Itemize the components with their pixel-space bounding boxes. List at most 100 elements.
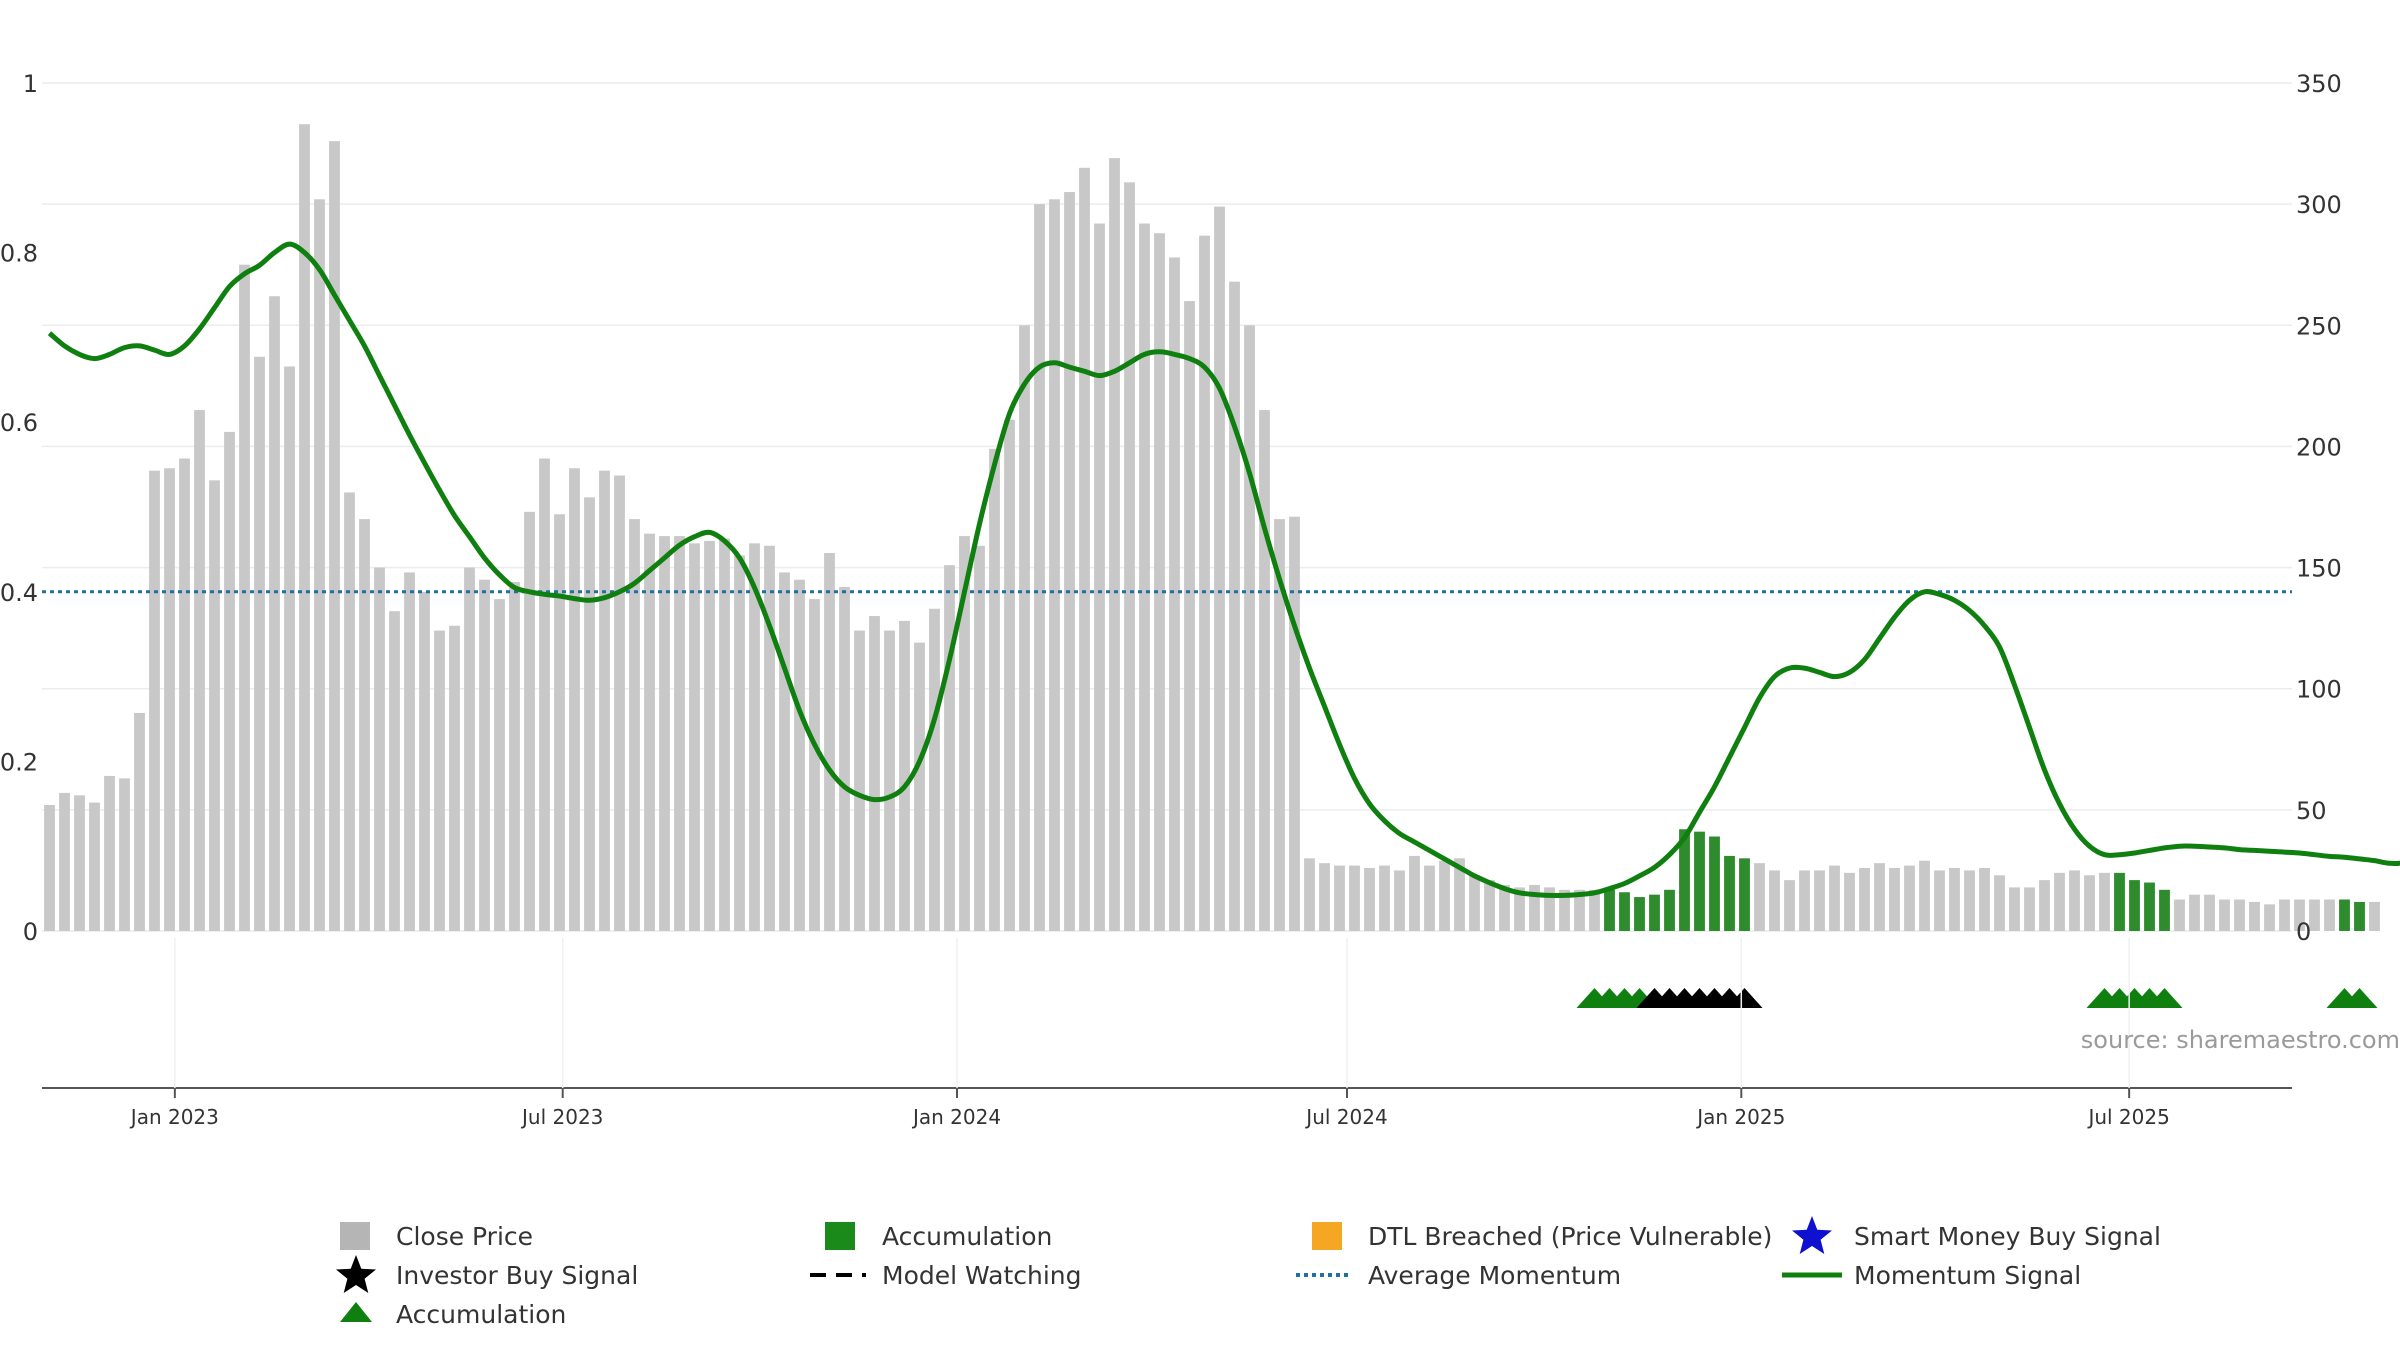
- close-price-bar: [1214, 207, 1225, 931]
- accumulation-bar: [2159, 890, 2170, 931]
- right-axis-tick-label: 300: [2296, 191, 2342, 219]
- close-price-bar: [839, 587, 850, 931]
- close-price-bar: [89, 803, 100, 931]
- accumulation-bar: [1634, 897, 1645, 931]
- close-price-bar: [719, 538, 730, 931]
- right-axis-tick-label: 50: [2296, 797, 2327, 825]
- close-price-bar: [419, 592, 430, 931]
- close-price-bar: [164, 468, 175, 931]
- left-axis-tick-label: 0.6: [0, 409, 38, 437]
- accumulation-bar: [1604, 890, 1615, 931]
- close-price-bar: [944, 565, 955, 931]
- close-price-bar: [1889, 868, 1900, 931]
- close-price-bar: [1769, 870, 1780, 931]
- legend-momentum-signal: Momentum Signal: [1854, 1261, 2081, 1290]
- close-price-bar: [2249, 902, 2260, 931]
- close-price-bar: [2264, 904, 2275, 931]
- right-axis-tick-label: 100: [2296, 676, 2342, 704]
- accumulation-bar: [2114, 873, 2125, 931]
- close-price-bar: [224, 432, 235, 931]
- close-price-bar: [209, 480, 220, 931]
- left-axis-tick-label: 0: [23, 918, 38, 946]
- close-price-bar: [1859, 868, 1870, 931]
- close-price-bar: [194, 410, 205, 931]
- close-price-bar: [899, 621, 910, 931]
- close-price-bar: [2174, 900, 2185, 931]
- close-price-bar: [1259, 410, 1270, 931]
- close-price-bar: [479, 580, 490, 931]
- close-price-bar: [59, 793, 70, 931]
- close-price-bar: [1949, 868, 1960, 931]
- accumulation-bar: [1619, 892, 1630, 931]
- close-price-bar: [1184, 301, 1195, 931]
- close-price-bar: [449, 626, 460, 931]
- x-axis-tick-label: Jan 2024: [911, 1105, 1001, 1129]
- close-price-bar: [254, 357, 265, 931]
- x-axis-tick-label: Jul 2025: [2086, 1105, 2169, 1129]
- close-price-bar: [884, 631, 895, 931]
- close-price-bar: [134, 713, 145, 931]
- close-price-bar: [989, 449, 1000, 931]
- close-price-bar: [1124, 182, 1135, 931]
- close-price-bar: [1109, 158, 1120, 931]
- close-price-bar: [659, 536, 670, 931]
- accumulation-bar: [2339, 900, 2350, 931]
- close-price-bar: [1094, 224, 1105, 931]
- close-price-bar: [824, 553, 835, 931]
- close-price-bar: [1229, 282, 1240, 931]
- accumulation-swatch: [825, 1222, 855, 1250]
- close-price-bar: [179, 459, 190, 931]
- close-price-bar: [869, 616, 880, 931]
- accumulation-bar: [1649, 895, 1660, 931]
- close-price-bar: [734, 555, 745, 931]
- close-price-bar: [1844, 873, 1855, 931]
- legend-smart-money: Smart Money Buy Signal: [1854, 1222, 2161, 1251]
- close-price-swatch: [340, 1222, 370, 1250]
- close-price-bar: [794, 580, 805, 931]
- close-price-bar: [1829, 866, 1840, 931]
- close-price-bar: [314, 199, 325, 931]
- right-axis-tick-label: 250: [2296, 312, 2342, 340]
- close-price-bar: [569, 468, 580, 931]
- close-price-bar: [689, 543, 700, 931]
- close-price-bar: [1439, 861, 1450, 931]
- close-price-bar: [704, 541, 715, 931]
- close-price-bar: [1469, 875, 1480, 931]
- legend-accumulation-marker: Accumulation: [396, 1300, 566, 1329]
- close-price-bar: [1139, 224, 1150, 931]
- close-price-bar: [674, 536, 685, 931]
- close-price-bar: [1964, 870, 1975, 931]
- accumulation-bar: [2129, 880, 2140, 931]
- close-price-bar: [1349, 866, 1360, 931]
- accumulation-bar: [2354, 902, 2365, 931]
- close-price-bar: [1784, 880, 1795, 931]
- close-price-bar: [1394, 870, 1405, 931]
- x-axis-tick-label: Jul 2023: [520, 1105, 603, 1129]
- close-price-bar: [1484, 880, 1495, 931]
- close-price-bar: [344, 492, 355, 931]
- legend-model-watching: Model Watching: [882, 1261, 1082, 1290]
- close-price-bar: [2084, 875, 2095, 931]
- close-price-bar: [2204, 895, 2215, 931]
- left-axis-tick-label: 0.4: [0, 579, 38, 607]
- legend-investor-buy: Investor Buy Signal: [396, 1261, 638, 1290]
- investor-buy-star-icon: [336, 1255, 376, 1293]
- right-axis-tick-label: 150: [2296, 555, 2342, 583]
- close-price-bar: [764, 546, 775, 931]
- x-axis-tick-label: Jul 2024: [1304, 1105, 1387, 1129]
- close-price-bar: [524, 512, 535, 931]
- close-price-bar: [1169, 257, 1180, 931]
- accumulation-triangle-icon: [340, 1302, 372, 1322]
- close-price-bar: [1154, 233, 1165, 931]
- accumulation-bar: [1709, 837, 1720, 931]
- legend-accumulation-bar: Accumulation: [882, 1222, 1052, 1251]
- accumulation-bar: [1739, 858, 1750, 931]
- close-price-bar: [1289, 517, 1300, 931]
- x-axis-tick-label: Jan 2025: [1695, 1105, 1785, 1129]
- left-axis-tick-label: 1: [23, 70, 38, 98]
- right-axis-tick-label: 200: [2296, 433, 2342, 461]
- close-price-bar: [284, 366, 295, 931]
- close-price-bar: [2039, 880, 2050, 931]
